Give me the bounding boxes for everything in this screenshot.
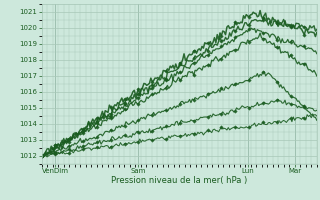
X-axis label: Pression niveau de la mer( hPa ): Pression niveau de la mer( hPa )	[111, 176, 247, 185]
